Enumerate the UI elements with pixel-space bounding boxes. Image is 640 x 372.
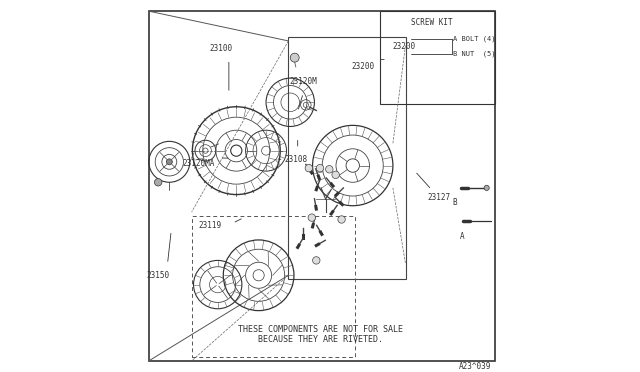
Circle shape xyxy=(154,179,162,186)
Bar xyxy=(289,37,406,279)
Text: 23100: 23100 xyxy=(210,44,233,53)
Text: B: B xyxy=(452,198,457,207)
Circle shape xyxy=(484,185,489,190)
Text: 23150: 23150 xyxy=(147,271,170,280)
Bar xyxy=(380,11,495,104)
Text: THESE COMPONENTS ARE NOT FOR SALE
BECAUSE THEY ARE RIVETED.: THESE COMPONENTS ARE NOT FOR SALE BECAUS… xyxy=(237,325,403,344)
Text: 23127: 23127 xyxy=(428,193,451,202)
Circle shape xyxy=(166,159,172,165)
Circle shape xyxy=(332,171,339,179)
Circle shape xyxy=(316,164,324,172)
Text: 23108: 23108 xyxy=(284,155,307,164)
Text: A: A xyxy=(460,232,465,241)
Text: 23200: 23200 xyxy=(392,42,415,51)
Text: 23120MA: 23120MA xyxy=(183,159,215,168)
Text: 23200: 23200 xyxy=(351,62,374,71)
Text: B NUT  (5): B NUT (5) xyxy=(453,51,495,57)
Circle shape xyxy=(326,166,333,173)
Text: A23^039: A23^039 xyxy=(459,362,491,371)
Text: SCREW KIT: SCREW KIT xyxy=(411,18,452,27)
Circle shape xyxy=(338,216,346,223)
Circle shape xyxy=(291,53,299,62)
Text: A BOLT (4): A BOLT (4) xyxy=(453,36,495,42)
Circle shape xyxy=(308,214,316,221)
Text: 23119: 23119 xyxy=(198,221,222,230)
Circle shape xyxy=(312,257,320,264)
Text: 23120M: 23120M xyxy=(289,77,317,86)
Circle shape xyxy=(305,164,312,172)
Bar xyxy=(191,216,355,357)
